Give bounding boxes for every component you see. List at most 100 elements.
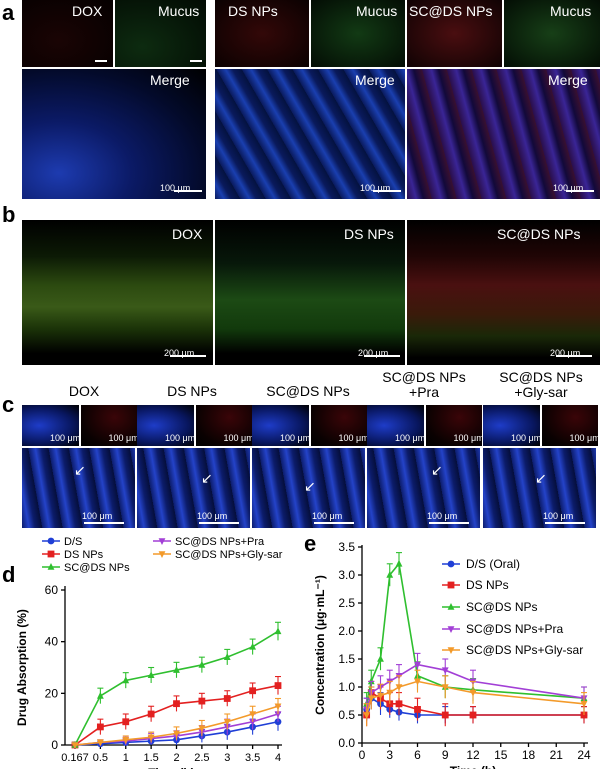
legend-label: SC@DS NPs (466, 600, 538, 614)
x-tick-label: 1.5 (143, 752, 158, 764)
data-point (274, 682, 282, 689)
panel-c-scale-label: 100 μm (511, 433, 542, 443)
data-point (173, 666, 180, 673)
data-point (386, 571, 394, 578)
panel-c-blue-thumb (22, 405, 79, 446)
scale-bar (84, 522, 124, 524)
arrow-icon: ↙ (74, 462, 86, 478)
chart-drug-absorption: 0 20 40 60 0.167 0.5 1 1.5 2 2.5 3 3.5 4 Time (h) Drug… (15, 536, 283, 769)
panel-a-merge-label-1: Merge (150, 72, 190, 88)
panel-a-scale-label-3: 100 μm (553, 183, 584, 193)
y-tick-label: 40 (45, 635, 59, 649)
x-tick-label: 0 (359, 748, 366, 762)
data-point (249, 718, 257, 726)
data-point (147, 671, 155, 679)
x-tick-label: 2.5 (194, 752, 209, 764)
panel-c-scale-label: 100 μm (108, 433, 139, 443)
data-point (249, 687, 257, 695)
panel-c-scale-label: 100 μm (427, 511, 458, 521)
panel-c-merge-image (137, 448, 250, 528)
x-tick-label: 21 (550, 748, 564, 762)
panel-a-merge-label-3: Merge (548, 72, 588, 88)
panel-b-label-dsnps: DS NPs (344, 226, 394, 242)
panel-b-scale-label-3: 200 μm (550, 348, 581, 358)
data-point (274, 703, 282, 711)
panel-a-label-mucus-3: Mucus (550, 3, 592, 19)
panel-a-merge-image-scdsnps (407, 69, 600, 199)
data-point (147, 710, 155, 718)
panel-a-scdsnps-image (407, 0, 502, 67)
data-point (96, 691, 104, 699)
data-point (198, 660, 206, 668)
data-point (122, 676, 130, 684)
y-tick-label: 2.0 (338, 624, 355, 638)
panel-letter-b: b (2, 202, 16, 227)
data-point (249, 711, 257, 718)
scale-bar (429, 522, 469, 524)
x-tick-label: 0.167 (61, 752, 89, 764)
panel-c-merge-image (367, 448, 480, 528)
scale-bar (174, 190, 202, 192)
y-axis-label: Concentration (μg·mL⁻¹) (313, 575, 327, 715)
data-point (386, 700, 394, 708)
panel-c-merge-image (22, 448, 135, 528)
data-point (198, 725, 206, 733)
panel-c-blue-thumb (483, 405, 540, 446)
panel-c-scale-label: 100 μm (280, 433, 311, 443)
panel-b-label-scdsnps: SC@DS NPs (497, 226, 581, 242)
panel-a-merge-image-dox (22, 69, 206, 199)
data-point (414, 661, 421, 669)
data-point (414, 706, 421, 713)
y-tick-label: 3.5 (338, 540, 355, 554)
data-point (580, 701, 588, 708)
x-tick-label: 18 (522, 748, 536, 762)
panel-c-header-pra: SC@DS NPs +Pra (382, 369, 466, 400)
x-tick-label: 3.5 (245, 752, 260, 764)
data-point (122, 718, 130, 726)
data-point (386, 689, 394, 697)
data-point (414, 678, 421, 686)
data-point (249, 642, 257, 650)
panel-c-header-scdsnps: SC@DS NPs (266, 383, 350, 399)
x-tick-label: 0.5 (93, 752, 108, 764)
y-tick-label: 0.5 (338, 708, 355, 722)
panel-c-red-thumb (310, 405, 367, 446)
data-point (173, 700, 180, 708)
arrow-icon: ↙ (431, 462, 443, 478)
y-tick-label: 2.5 (338, 596, 355, 610)
panel-a-dox-image (22, 0, 113, 67)
legend-marker (447, 626, 455, 633)
scale-bar (566, 190, 594, 192)
y-tick-label: 1.0 (338, 680, 355, 694)
panel-c-blue-thumb (367, 405, 424, 446)
legend-marker (47, 563, 55, 570)
panel-a-label-dox: DOX (72, 3, 103, 19)
y-axis-label: Drug Absorption (%) (15, 609, 29, 726)
panel-c-blue-thumb (252, 405, 309, 446)
data-point (71, 742, 79, 749)
data-point (363, 712, 371, 719)
data-point (469, 711, 477, 719)
y-tick-label: 0 (51, 738, 58, 752)
y-tick-label: 3.0 (338, 568, 355, 582)
panel-a-mucus-image-2 (311, 0, 405, 67)
legend-label: D/S (64, 536, 82, 548)
data-point (173, 730, 180, 738)
arrow-icon: ↙ (201, 470, 213, 486)
panel-c-scale-label: 100 μm (569, 433, 600, 443)
data-point (223, 653, 231, 660)
legend-marker (158, 538, 166, 545)
panel-a-scale-label-2: 100 μm (360, 183, 391, 193)
panel-c-merge-image (483, 448, 596, 528)
panel-c-scale-label: 100 μm (395, 433, 426, 443)
data-point (469, 689, 477, 697)
data-point (395, 700, 403, 708)
legend-label: SC@DS NPs+Gly-sar (466, 643, 583, 657)
data-point (395, 559, 403, 567)
x-tick-label: 4 (275, 752, 281, 764)
data-point (441, 684, 449, 691)
panel-c-red-thumb (80, 405, 137, 446)
panel-letter-a: a (2, 0, 15, 25)
panel-a-scale-label-1: 100 μm (160, 183, 191, 193)
scale-bar (190, 60, 202, 62)
